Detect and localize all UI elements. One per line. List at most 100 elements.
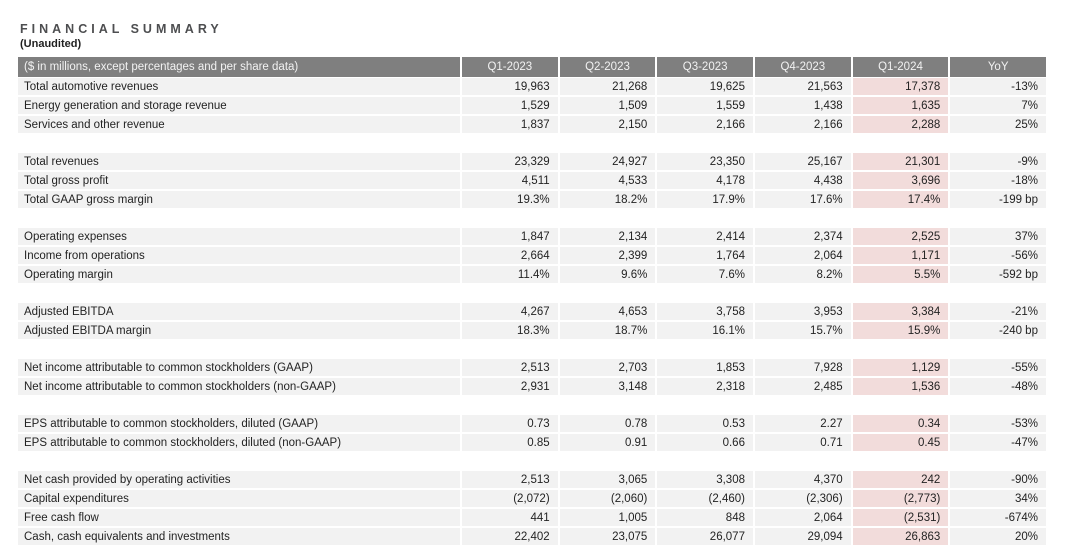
- cell-q4-2023: 2,374: [754, 228, 851, 245]
- cell-q2-2023: 2,150: [559, 116, 656, 133]
- cell-q2-2023: 0.91: [559, 434, 656, 451]
- cell-q4-2023: 1,438: [754, 97, 851, 114]
- row-label: Net cash provided by operating activitie…: [18, 471, 460, 488]
- cell-yoy: -592 bp: [950, 266, 1046, 283]
- cell-yoy: 25%: [950, 116, 1046, 133]
- row-label: Total GAAP gross margin: [18, 191, 460, 208]
- row-label: Cash, cash equivalents and investments: [18, 528, 460, 545]
- cell-q2-2023: 18.7%: [559, 322, 656, 339]
- column-header-q1-2024: Q1-2024: [852, 57, 949, 77]
- cell-q3-2023: 0.53: [657, 415, 753, 432]
- cell-q1-2023: 2,931: [462, 378, 558, 395]
- cell-q3-2023: 26,077: [657, 528, 753, 545]
- cell-q1-2023: 11.4%: [462, 266, 558, 283]
- row-label: Net income attributable to common stockh…: [18, 378, 460, 395]
- cell-q1-2023: 18.3%: [462, 322, 558, 339]
- cell-yoy: -674%: [950, 509, 1046, 526]
- cell-q2-2023: 2,399: [559, 247, 656, 264]
- column-header-q2-2023: Q2-2023: [559, 57, 656, 77]
- row-label: Operating expenses: [18, 228, 460, 245]
- cell-yoy: -47%: [950, 434, 1046, 451]
- table-row: Net income attributable to common stockh…: [18, 378, 1046, 395]
- cell-q2-2023: 3,065: [559, 471, 656, 488]
- cell-yoy: -90%: [950, 471, 1046, 488]
- cell-q4-2023: 15.7%: [754, 322, 851, 339]
- cell-q2-2023: 1,005: [559, 509, 656, 526]
- cell-yoy: -199 bp: [950, 191, 1046, 208]
- cell-yoy: -55%: [950, 359, 1046, 376]
- table-row: Free cash flow 441 1,005 848 2,064 (2,53…: [18, 509, 1046, 526]
- table-row: Adjusted EBITDA margin 18.3% 18.7% 16.1%…: [18, 322, 1046, 339]
- table-row: Cash, cash equivalents and investments 2…: [18, 528, 1046, 545]
- table-row: Net cash provided by operating activitie…: [18, 471, 1046, 488]
- cell-q1-2023: 22,402: [462, 528, 558, 545]
- row-label: Capital expenditures: [18, 490, 460, 507]
- cell-yoy: -53%: [950, 415, 1046, 432]
- cell-q4-2023: 2,485: [754, 378, 851, 395]
- cell-q1-2023: 4,511: [462, 172, 558, 189]
- cell-q2-2023: 4,533: [559, 172, 656, 189]
- row-label: Free cash flow: [18, 509, 460, 526]
- cell-q2-2023: 2,703: [559, 359, 656, 376]
- cell-yoy: 34%: [950, 490, 1046, 507]
- cell-q1-2023: 2,664: [462, 247, 558, 264]
- page-title: FINANCIAL SUMMARY: [20, 22, 223, 36]
- cell-q1-2024-highlight: 5.5%: [852, 266, 949, 283]
- cell-q3-2023: 2,166: [657, 116, 753, 133]
- cell-q3-2023: 2,414: [657, 228, 753, 245]
- cell-yoy: -56%: [950, 247, 1046, 264]
- cell-q1-2024-highlight: 21,301: [852, 153, 949, 170]
- cell-q1-2023: 1,529: [462, 97, 558, 114]
- group-spacer: [18, 453, 1046, 469]
- cell-q3-2023: 7.6%: [657, 266, 753, 283]
- cell-q3-2023: 17.9%: [657, 191, 753, 208]
- cell-q1-2024-highlight: 0.45: [852, 434, 949, 451]
- cell-q1-2023: 1,847: [462, 228, 558, 245]
- cell-q2-2023: 23,075: [559, 528, 656, 545]
- cell-q4-2023: 21,563: [754, 78, 851, 95]
- cell-q1-2023: 2,513: [462, 359, 558, 376]
- cell-q1-2023: 0.85: [462, 434, 558, 451]
- cell-q1-2023: 19.3%: [462, 191, 558, 208]
- cell-yoy: 37%: [950, 228, 1046, 245]
- column-header-q1-2023: Q1-2023: [462, 57, 558, 77]
- row-label: Total gross profit: [18, 172, 460, 189]
- column-header-description: ($ in millions, except percentages and p…: [18, 57, 460, 77]
- cell-q3-2023: 0.66: [657, 434, 753, 451]
- cell-yoy: -18%: [950, 172, 1046, 189]
- cell-q1-2023: 19,963: [462, 78, 558, 95]
- cell-q4-2023: 3,953: [754, 303, 851, 320]
- cell-q1-2024-highlight: 17,378: [852, 78, 949, 95]
- row-label: Energy generation and storage revenue: [18, 97, 460, 114]
- cell-q1-2024-highlight: (2,773): [852, 490, 949, 507]
- row-label: Net income attributable to common stockh…: [18, 359, 460, 376]
- table-row: Income from operations 2,664 2,399 1,764…: [18, 247, 1046, 264]
- cell-q3-2023: 1,764: [657, 247, 753, 264]
- cell-q1-2024-highlight: 1,635: [852, 97, 949, 114]
- cell-q1-2024-highlight: 15.9%: [852, 322, 949, 339]
- cell-q4-2023: 2,166: [754, 116, 851, 133]
- cell-q4-2023: 7,928: [754, 359, 851, 376]
- table-row: Total automotive revenues 19,963 21,268 …: [18, 78, 1046, 95]
- cell-q3-2023: 1,853: [657, 359, 753, 376]
- table-row: EPS attributable to common stockholders,…: [18, 434, 1046, 451]
- cell-q3-2023: 4,178: [657, 172, 753, 189]
- group-spacer: [18, 397, 1046, 413]
- cell-yoy: -240 bp: [950, 322, 1046, 339]
- cell-yoy: -48%: [950, 378, 1046, 395]
- cell-q1-2024-highlight: 242: [852, 471, 949, 488]
- cell-q3-2023: 2,318: [657, 378, 753, 395]
- cell-q1-2024-highlight: 1,129: [852, 359, 949, 376]
- cell-q4-2023: 17.6%: [754, 191, 851, 208]
- row-label: Total automotive revenues: [18, 78, 460, 95]
- cell-q3-2023: 23,350: [657, 153, 753, 170]
- table-row: Total gross profit 4,511 4,533 4,178 4,4…: [18, 172, 1046, 189]
- cell-q1-2024-highlight: 26,863: [852, 528, 949, 545]
- cell-q1-2024-highlight: 3,696: [852, 172, 949, 189]
- table-row: Total GAAP gross margin 19.3% 18.2% 17.9…: [18, 191, 1046, 208]
- cell-q3-2023: 3,308: [657, 471, 753, 488]
- cell-q1-2024-highlight: 17.4%: [852, 191, 949, 208]
- cell-q1-2023: 4,267: [462, 303, 558, 320]
- cell-q4-2023: 29,094: [754, 528, 851, 545]
